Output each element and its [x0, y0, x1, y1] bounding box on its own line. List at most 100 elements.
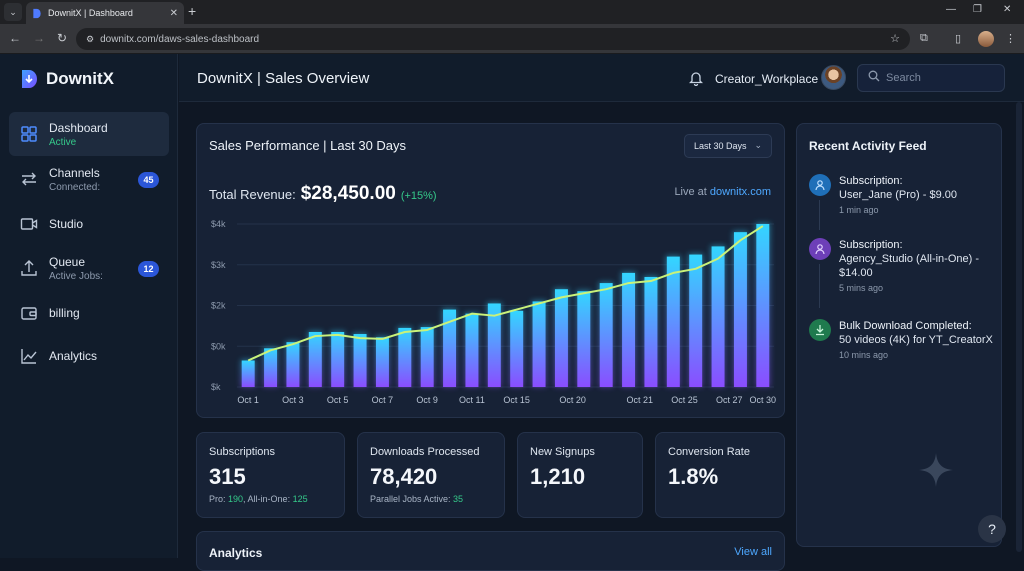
sidebar-item-analytics[interactable]: Analytics [9, 334, 169, 378]
y-tick-label: $0k [211, 341, 226, 351]
search-icon [868, 69, 880, 87]
stat-sub-label: Parallel Jobs Active: [370, 494, 454, 504]
view-all-link[interactable]: View all [734, 546, 772, 558]
stat-card-downloads: Downloads Processed 78,420 Parallel Jobs… [357, 432, 505, 518]
bookmark-star-icon[interactable]: ☆ [890, 33, 900, 45]
grid-icon [19, 124, 39, 144]
site-info-icon[interactable]: ⚙ [86, 33, 95, 44]
stat-sub-value: 190 [228, 494, 244, 504]
feed-item[interactable]: Subscription: Agency_Studio (All-in-One)… [809, 238, 994, 308]
user-name[interactable]: Creator_Workplace [715, 72, 819, 86]
sidebar-item-label: Studio [49, 217, 84, 231]
stat-card-signups: New Signups 1,210 [517, 432, 643, 518]
bar [487, 303, 501, 387]
bar [420, 327, 434, 387]
stat-sub-label: Pro: [209, 494, 229, 504]
forward-icon[interactable]: → [33, 31, 45, 45]
sidebar-item-sub: Connected: [49, 181, 101, 193]
bar [554, 289, 568, 387]
stat-label: New Signups [530, 446, 595, 458]
restore-icon[interactable]: ❐ [973, 4, 982, 15]
bar [510, 310, 524, 387]
x-tick-label: Oct 7 [372, 395, 394, 405]
stat-sub: Parallel Jobs Active: 35 [370, 494, 463, 504]
back-icon[interactable]: ← [9, 31, 21, 45]
stat-value: 315 [209, 464, 246, 489]
bar [308, 331, 322, 387]
sidebar-item-sub: Active [49, 136, 77, 148]
browser-tab[interactable]: DownitX | Dashboard ✕ [26, 2, 184, 24]
page-title: DownitX | Sales Overview [197, 70, 370, 87]
close-tab-icon[interactable]: ✕ [169, 7, 178, 19]
timeline-line [819, 264, 820, 308]
question-icon: ? [988, 521, 996, 537]
brand-logo[interactable]: DownitX [20, 68, 114, 90]
video-icon [19, 214, 39, 234]
queue-count-badge: 12 [138, 261, 159, 277]
sidebar-item-sub: Active Jobs: [49, 270, 103, 282]
feed-item-detail: 50 videos (4K) for YT_CreatorX [839, 334, 993, 346]
side-panel-icon[interactable]: ▯ [955, 33, 962, 45]
address-bar: ← → ↻ ⚙ downitx.com/daws-sales-dashboard… [0, 24, 1024, 54]
stat-value: 1,210 [530, 464, 586, 489]
stat-value: 78,420 [370, 464, 438, 489]
extensions-icon[interactable]: ⧉ [920, 32, 928, 44]
bar [264, 348, 278, 387]
sales-performance-card: Sales Performance | Last 30 Days Last 30… [196, 123, 785, 418]
feed-item-detail: Agency_Studio (All-in-One) - $14.00 [839, 253, 980, 279]
scrollbar[interactable] [1016, 102, 1022, 552]
omnibox[interactable]: ⚙ downitx.com/daws-sales-dashboard ☆ [76, 28, 910, 50]
bar [241, 360, 255, 387]
chevron-down-icon: ⌄ [754, 140, 762, 150]
stat-label: Downloads Processed [370, 446, 480, 458]
date-range-select[interactable]: Last 30 Days ⌄ [684, 134, 772, 158]
bar [353, 334, 367, 387]
chart-line-icon [19, 346, 39, 366]
avatar[interactable] [821, 65, 846, 90]
feed-item-title: Subscription: [839, 239, 903, 251]
revenue-label: Total Revenue: [209, 187, 296, 202]
minimize-icon[interactable]: — [946, 4, 956, 15]
browser-profile-avatar[interactable] [978, 31, 994, 47]
sidebar-item-billing[interactable]: billing [9, 291, 169, 335]
bar [756, 224, 770, 387]
brand-name: DownitX [46, 69, 114, 88]
x-tick-label: Oct 3 [282, 395, 304, 405]
user-icon [809, 174, 831, 196]
sidebar-item-channels[interactable]: Channels Connected: 45 [9, 157, 169, 201]
upload-icon [19, 258, 39, 278]
live-link[interactable]: downitx.com [709, 186, 771, 198]
search-box[interactable] [857, 64, 1005, 92]
sidebar-item-label: Channels [49, 165, 100, 180]
search-input[interactable] [886, 72, 986, 84]
feed-item[interactable]: Subscription: User_Jane (Pro) - $9.00 1 … [809, 174, 994, 234]
menu-dots-icon[interactable]: ⋮ [1005, 33, 1016, 45]
sidebar: DownitX Dashboard Active Channels Connecte… [0, 54, 178, 558]
feed-item[interactable]: Bulk Download Completed: 50 videos (4K) … [809, 319, 994, 389]
feed-item-time: 5 mins ago [839, 283, 884, 293]
trend-line [247, 225, 764, 362]
new-tab-button[interactable]: + [188, 3, 197, 19]
feed-item-time: 10 mins ago [839, 350, 889, 360]
analytics-card: Analytics View all [196, 531, 785, 571]
reload-icon[interactable]: ↻ [57, 31, 68, 45]
bar [331, 331, 345, 387]
feed-item-detail: User_Jane (Pro) - $9.00 [839, 189, 957, 201]
x-tick-label: Oct 20 [559, 395, 586, 405]
x-tick-label: Oct 1 [237, 395, 259, 405]
sidebar-item-queue[interactable]: Queue Active Jobs: 12 [9, 246, 169, 290]
help-button[interactable]: ? [978, 515, 1006, 543]
sidebar-item-studio[interactable]: Studio [9, 202, 169, 246]
tab-search-button[interactable]: ⌄ [4, 3, 22, 21]
downitx-logo-icon [22, 70, 37, 88]
sidebar-item-dashboard[interactable]: Dashboard Active [9, 112, 169, 156]
close-window-icon[interactable]: ✕ [1003, 4, 1012, 15]
stat-card-subscriptions: Subscriptions 315 Pro: 190, All-in-One: … [196, 432, 345, 518]
bell-icon[interactable] [688, 70, 704, 91]
feed-item-title: Bulk Download Completed: [839, 320, 972, 332]
stat-card-conversion: Conversion Rate 1.8% [655, 432, 785, 518]
wallet-icon [19, 303, 39, 323]
x-tick-label: Oct 21 [626, 395, 653, 405]
total-revenue: Total Revenue: $28,450.00 (+15%) [209, 183, 437, 205]
user-icon [809, 238, 831, 260]
